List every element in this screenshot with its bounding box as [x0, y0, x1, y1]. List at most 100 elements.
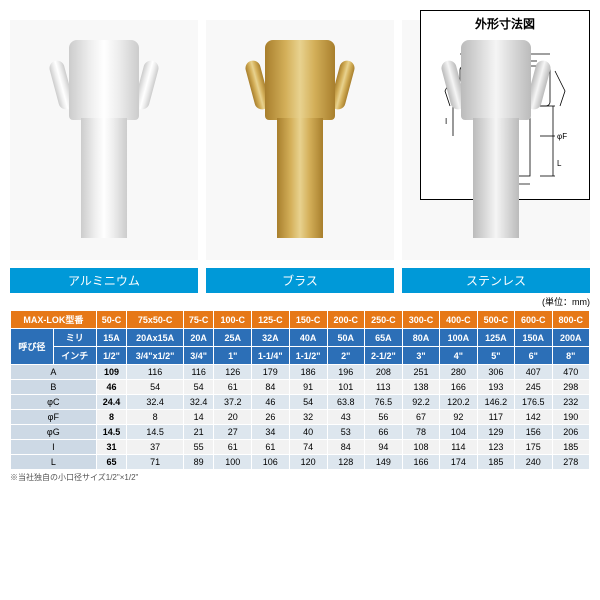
size-mm: 20Ax15A — [127, 329, 184, 347]
dim-value: 43 — [327, 410, 364, 425]
product-brass: ブラス — [206, 20, 394, 293]
dim-value: 89 — [183, 455, 214, 470]
dim-value: 8 — [96, 410, 127, 425]
dim-value: 14.5 — [96, 425, 127, 440]
dim-value: 76.5 — [364, 395, 402, 410]
dim-value: 193 — [477, 380, 514, 395]
dim-value: 175 — [515, 440, 552, 455]
dim-value: 142 — [515, 410, 552, 425]
dim-value: 117 — [477, 410, 514, 425]
size-mm: 32A — [251, 329, 289, 347]
size-mm: 80A — [402, 329, 439, 347]
dim-value: 61 — [214, 380, 251, 395]
dim-value: 146.2 — [477, 395, 514, 410]
coupling-icon — [255, 40, 345, 240]
dim-value: 407 — [515, 365, 552, 380]
dim-value: 185 — [552, 440, 590, 455]
product-row: アルミニウム ブラス ステンレス — [0, 0, 600, 293]
dim-value: 92.2 — [402, 395, 439, 410]
model-col: 800-C — [552, 311, 590, 329]
dim-value: 129 — [477, 425, 514, 440]
dim-value: 74 — [289, 440, 327, 455]
dim-value: 120.2 — [440, 395, 477, 410]
dim-label: φG — [11, 425, 97, 440]
dim-value: 196 — [327, 365, 364, 380]
size-mm: 50A — [327, 329, 364, 347]
product-label: ステンレス — [402, 268, 590, 293]
dim-value: 66 — [364, 425, 402, 440]
size-in: 4" — [440, 347, 477, 365]
model-col: 125-C — [251, 311, 289, 329]
dim-value: 232 — [552, 395, 590, 410]
model-col: 250-C — [364, 311, 402, 329]
svg-text:L: L — [557, 159, 562, 168]
dim-value: 71 — [127, 455, 184, 470]
dim-value: 123 — [477, 440, 514, 455]
dim-value: 37.2 — [214, 395, 251, 410]
diagram-title: 外形寸法図 — [425, 15, 585, 32]
dim-value: 56 — [364, 410, 402, 425]
size-header: 呼び径 — [11, 329, 54, 365]
product-label: アルミニウム — [10, 268, 198, 293]
size-mm: 40A — [289, 329, 327, 347]
dim-value: 53 — [327, 425, 364, 440]
dim-value: 114 — [440, 440, 477, 455]
dim-value: 106 — [251, 455, 289, 470]
model-col: 600-C — [515, 311, 552, 329]
product-label: ブラス — [206, 268, 394, 293]
model-col: 150-C — [289, 311, 327, 329]
dim-value: 280 — [440, 365, 477, 380]
dim-value: 24.4 — [96, 395, 127, 410]
dim-value: 179 — [251, 365, 289, 380]
size-mm: 20A — [183, 329, 214, 347]
dim-value: 61 — [214, 440, 251, 455]
dim-value: 54 — [183, 380, 214, 395]
dim-value: 32.4 — [183, 395, 214, 410]
size-mm: 100A — [440, 329, 477, 347]
dim-value: 138 — [402, 380, 439, 395]
dim-value: 298 — [552, 380, 590, 395]
dim-value: 46 — [96, 380, 127, 395]
dim-value: 32 — [289, 410, 327, 425]
model-header: MAX-LOK型番 — [11, 311, 97, 329]
dim-value: 245 — [515, 380, 552, 395]
dim-value: 8 — [127, 410, 184, 425]
size-mm: 150A — [515, 329, 552, 347]
dim-label: φC — [11, 395, 97, 410]
dim-value: 116 — [127, 365, 184, 380]
dim-value: 54 — [289, 395, 327, 410]
size-mm: 25A — [214, 329, 251, 347]
dim-value: 21 — [183, 425, 214, 440]
dim-value: 109 — [96, 365, 127, 380]
dim-value: 27 — [214, 425, 251, 440]
dim-value: 67 — [402, 410, 439, 425]
size-in: 2-1/2" — [364, 347, 402, 365]
dim-value: 251 — [402, 365, 439, 380]
dim-value: 54 — [127, 380, 184, 395]
spec-table-wrap: MAX-LOK型番50-C75x50-C75-C100-C125-C150-C2… — [0, 310, 600, 470]
coupling-icon — [59, 40, 149, 240]
dim-value: 208 — [364, 365, 402, 380]
dim-value: 32.4 — [127, 395, 184, 410]
size-in: 1" — [214, 347, 251, 365]
size-in: 3" — [402, 347, 439, 365]
dim-value: 26 — [251, 410, 289, 425]
model-col: 75x50-C — [127, 311, 184, 329]
dim-value: 100 — [214, 455, 251, 470]
dim-value: 34 — [251, 425, 289, 440]
dim-value: 104 — [440, 425, 477, 440]
model-col: 400-C — [440, 311, 477, 329]
dim-value: 166 — [402, 455, 439, 470]
dim-value: 306 — [477, 365, 514, 380]
dim-value: 94 — [364, 440, 402, 455]
product-image — [206, 20, 394, 260]
dim-value: 91 — [289, 380, 327, 395]
dim-value: 78 — [402, 425, 439, 440]
size-in: 3/4" — [183, 347, 214, 365]
dim-value: 128 — [327, 455, 364, 470]
svg-text:I: I — [445, 117, 447, 126]
dim-value: 37 — [127, 440, 184, 455]
spec-table: MAX-LOK型番50-C75x50-C75-C100-C125-C150-C2… — [10, 310, 590, 470]
size-in: 2" — [327, 347, 364, 365]
dim-value: 116 — [183, 365, 214, 380]
